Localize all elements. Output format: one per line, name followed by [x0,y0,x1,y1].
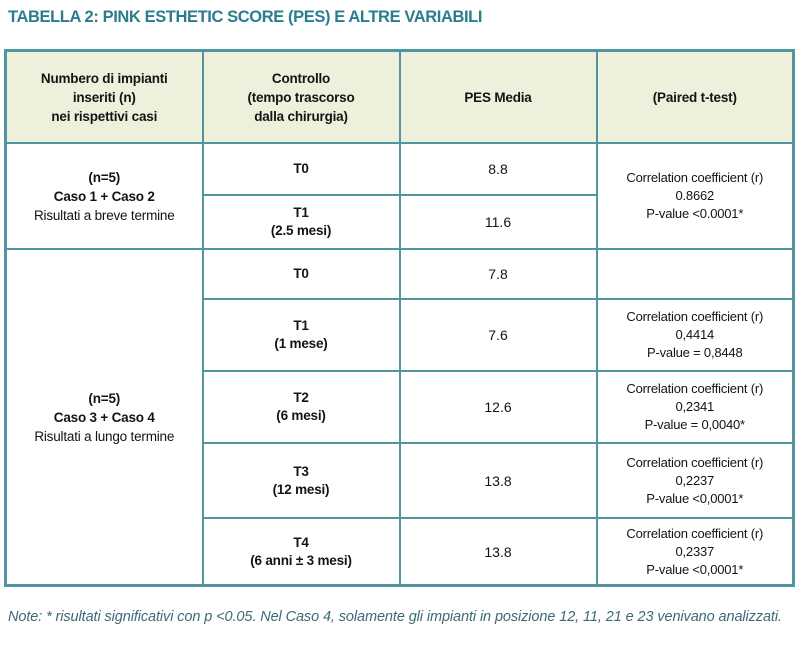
header-implants-count: Numbero di impianti inseriti (n) nei ris… [4,49,204,145]
control-cell-g2-t0: T0 [201,248,401,301]
ttest-cell-g2-t1: Correlation coefficient (r) 0,4414 P-val… [595,298,795,373]
header-paired-t-test: (Paired t-test) [595,49,795,145]
header-row: Numbero di impianti inseriti (n) nei ris… [4,49,795,145]
group1-n-label: (n=5) [88,169,121,185]
pes-cell-g1-t0: 8.8 [398,142,598,197]
group2-desc-label: Risultati a lungo termine [34,428,175,444]
group1-cases-label: Caso 1 + Caso 2 [53,188,155,204]
table-row: T1 (1 mese) 7.6 Correlation coefficient … [6,298,795,373]
ttest-cell-g2-t0 [595,248,795,301]
group2-cases-label: Caso 3 + Caso 4 [53,409,155,425]
table-row: (n=5) Caso 3 + Caso 4 Risultati a lungo … [4,248,795,587]
table-title: TABELLA 2: PINK ESTHETIC SCORE (PES) E A… [8,8,483,26]
control-cell-g2-t1: T1 (1 mese) [201,298,401,373]
table-row: T3 (12 mesi) 13.8 Correlation coefficien… [6,442,795,520]
control-cell-g2-t4: T4 (6 anni ± 3 mesi) [201,517,401,587]
table-row: T1 (2.5 mesi) 11.6 [6,194,794,251]
control-cell-g1-t0: T0 [201,142,401,197]
pes-cell-g2-t4: 13.8 [398,517,598,587]
table-row: T4 (6 anni ± 3 mesi) 13.8 Correlation co… [6,517,795,587]
control-cell-g2-t3: T3 (12 mesi) [201,442,401,520]
control-cell-g2-t2: T2 (6 mesi) [201,370,401,445]
header-control-time: Controllo (tempo trascorso dalla chirurg… [201,49,401,145]
control-cell-g1-t1: T1 (2.5 mesi) [201,194,401,251]
ttest-cell-g2-t2: Correlation coefficient (r) 0,2341 P-val… [595,370,795,445]
group2-n-label: (n=5) [88,390,121,406]
pes-cell-g2-t2: 12.6 [398,370,598,445]
footnote: Note: * risultati significativi con p <0… [8,608,782,625]
pes-cell-g1-t1: 11.6 [398,194,598,251]
pes-cell-g2-t0: 7.8 [398,248,598,301]
table-row: T2 (6 mesi) 12.6 Correlation coefficient… [6,370,795,445]
header-pes-media: PES Media [398,49,598,145]
pes-cell-g2-t1: 7.6 [398,298,598,373]
ttest-cell-group1: Correlation coefficient (r) 0.8662 P-val… [595,142,795,251]
case-cell-group2: (n=5) Caso 3 + Caso 4 Risultati a lungo … [4,248,204,587]
table-row: (n=5) Caso 1 + Caso 2 Risultati a breve … [4,142,795,251]
case-cell-group1: (n=5) Caso 1 + Caso 2 Risultati a breve … [4,142,204,251]
ttest-cell-g2-t3: Correlation coefficient (r) 0,2237 P-val… [595,442,795,520]
pes-table: Numbero di impianti inseriti (n) nei ris… [4,48,795,587]
ttest-cell-g2-t4: Correlation coefficient (r) 0,2337 P-val… [595,517,795,587]
group1-desc-label: Risultati a breve termine [33,207,175,223]
pes-cell-g2-t3: 13.8 [398,442,598,520]
